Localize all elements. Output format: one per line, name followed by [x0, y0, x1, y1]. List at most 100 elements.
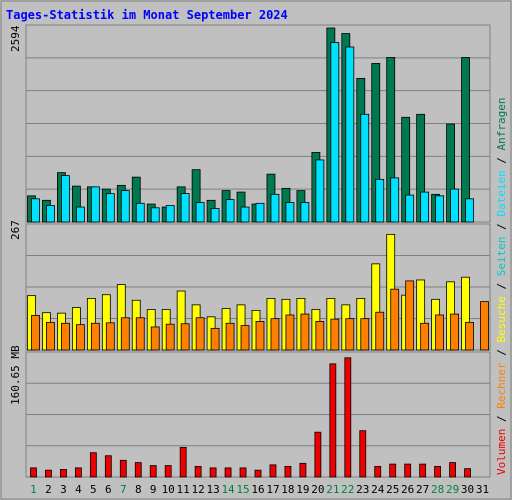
bar-rechner-day-12	[195, 317, 205, 351]
legend-separator: /	[495, 343, 508, 363]
bar-rechner-day-10	[165, 323, 175, 351]
x-tick-label-day-13: 13	[206, 483, 219, 496]
legend-separator: /	[495, 150, 508, 170]
bar-volumen-day-6	[104, 455, 112, 478]
bar-volumen-day-27	[419, 463, 427, 478]
bar-dateien-day-20	[315, 159, 325, 223]
bar-dateien-day-27	[420, 191, 430, 223]
x-axis-day-labels: 1 2 3 4 5 6 7 8 9 10 11 12 13 14 15 16 17 18 19 20 21 22 23 24 2…	[30, 483, 489, 496]
x-tick-label-day-7: 7	[120, 483, 127, 496]
bar-dateien-day-15	[240, 206, 250, 223]
bar-volumen-day-26	[404, 463, 412, 478]
bar-rechner-day-3	[61, 322, 70, 351]
y-max-label-middle: 267	[9, 220, 22, 240]
bar-rechner-day-13	[210, 327, 220, 351]
x-tick-label-day-8: 8	[135, 483, 142, 496]
bar-volumen-day-23	[359, 430, 367, 478]
x-tick-label-day-2: 2	[45, 483, 52, 496]
bar-volumen-day-12	[194, 465, 202, 478]
bar-rechner-day-27	[420, 322, 430, 351]
bar-dateien-day-24	[375, 178, 385, 223]
panel-besuche-rechner	[25, 223, 491, 351]
x-tick-label-day-4: 4	[75, 483, 82, 496]
bar-rechner-day-29	[450, 313, 459, 351]
bar-dateien-day-18	[285, 202, 295, 223]
legend-separator: /	[495, 409, 508, 429]
x-tick-label-day-29: 29	[446, 483, 459, 496]
bar-volumen-day-18	[284, 465, 292, 478]
bar-dateien-day-30	[465, 198, 474, 223]
bar-dateien-day-5	[90, 186, 100, 223]
x-tick-label-day-17: 17	[266, 483, 279, 496]
bar-volumen-day-28	[434, 465, 442, 478]
legend-entry-volumen: Volumen	[495, 429, 508, 475]
x-tick-label-day-19: 19	[296, 483, 309, 496]
bar-rechner-day-22	[345, 318, 355, 351]
x-tick-label-day-20: 20	[311, 483, 324, 496]
bar-rechner-day-8	[135, 317, 145, 351]
bar-rechner-day-30	[465, 321, 474, 351]
x-tick-label-day-31: 31	[476, 483, 489, 496]
bar-volumen-day-8	[134, 462, 142, 478]
x-tick-label-day-16: 16	[251, 483, 264, 496]
bar-dateien-day-10	[165, 205, 175, 223]
bar-rechner-day-26	[405, 280, 415, 351]
bar-dateien-day-1	[31, 198, 40, 223]
x-tick-label-day-11: 11	[177, 483, 190, 496]
legend-entry-besuche: Besuche	[495, 296, 508, 342]
bar-dateien-day-12	[195, 202, 205, 223]
bar-dateien-day-17	[270, 193, 280, 223]
bar-rechner-day-28	[435, 314, 445, 351]
bar-rechner-day-19	[300, 313, 310, 351]
x-tick-label-day-1: 1	[30, 483, 37, 496]
bar-dateien-day-3	[61, 175, 70, 223]
bar-rechner-day-25	[390, 288, 400, 351]
bar-rechner-day-21	[330, 318, 340, 351]
x-tick-label-day-21: 21	[326, 483, 339, 496]
bar-rechner-day-11	[180, 323, 190, 351]
bar-rechner-day-16	[255, 321, 265, 351]
bar-dateien-day-16	[255, 202, 265, 223]
x-tick-label-day-30: 30	[461, 483, 474, 496]
legend-entry-rechner: Rechner	[495, 362, 508, 409]
bar-volumen-day-16	[254, 469, 262, 478]
bar-rechner-day-5	[90, 322, 100, 351]
x-tick-label-day-5: 5	[90, 483, 97, 496]
legend-entry-anfragen: Anfragen	[495, 97, 508, 150]
bar-volumen-day-30	[464, 468, 471, 478]
bar-dateien-day-13	[210, 208, 220, 223]
bar-volumen-day-7	[119, 459, 127, 478]
vertical-legend: Volumen / Rechner / Besuche / Seiten / D…	[495, 97, 508, 475]
x-tick-label-day-12: 12	[192, 483, 205, 496]
bar-dateien-day-9	[150, 207, 160, 223]
x-tick-label-day-14: 14	[221, 483, 235, 496]
panel-anfragen-dateien	[25, 24, 491, 223]
x-tick-label-day-25: 25	[386, 483, 399, 496]
panel-volumen	[25, 351, 491, 478]
x-tick-label-day-18: 18	[281, 483, 294, 496]
bar-volumen-day-13	[209, 467, 217, 478]
x-tick-label-day-22: 22	[341, 483, 354, 496]
bar-rechner-day-23	[360, 318, 370, 351]
bar-rechner-day-31	[480, 301, 489, 351]
bar-rechner-day-15	[240, 325, 250, 351]
y-max-label-top: 2594	[9, 25, 22, 52]
bar-dateien-day-28	[435, 195, 445, 223]
bar-volumen-day-1	[30, 467, 37, 478]
bar-dateien-day-8	[135, 202, 145, 223]
bar-dateien-day-22	[345, 46, 355, 223]
bar-volumen-day-24	[374, 465, 382, 478]
bar-dateien-day-26	[405, 194, 415, 223]
bar-volumen-day-21	[329, 363, 337, 478]
bar-volumen-day-20	[314, 431, 322, 478]
bar-volumen-day-3	[60, 469, 67, 478]
bar-rechner-day-6	[105, 322, 115, 351]
bar-rechner-day-4	[75, 324, 85, 351]
bar-dateien-day-7	[120, 190, 130, 223]
x-tick-label-day-27: 27	[416, 483, 429, 496]
bar-volumen-day-5	[89, 452, 97, 478]
bar-volumen-day-9	[149, 465, 157, 478]
bar-rechner-day-17	[270, 318, 280, 351]
bar-volumen-day-29	[449, 462, 456, 478]
